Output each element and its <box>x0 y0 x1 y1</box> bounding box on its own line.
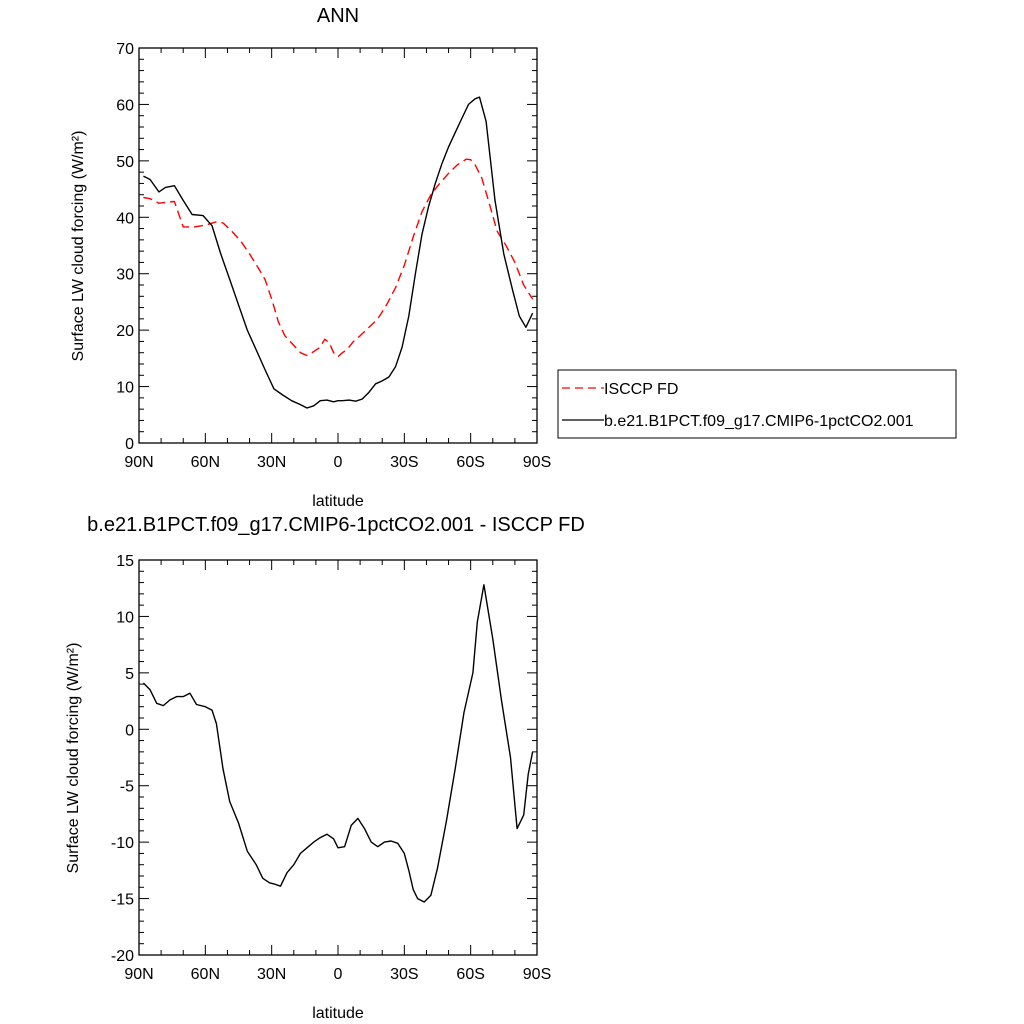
y-tick-label: 70 <box>116 41 134 58</box>
y-tick-label: 50 <box>116 154 134 171</box>
chart-title: b.e21.B1PCT.f09_g17.CMIP6-1pctCO2.001 - … <box>87 514 585 536</box>
y-tick-label: -20 <box>111 948 134 965</box>
legend-box <box>557 369 957 439</box>
x-tick-label: 30N <box>257 966 286 983</box>
y-tick-label: 15 <box>116 553 134 570</box>
series-line-b-e21-b1pct-f09-g17-cmip6-1pctco2-001 <box>143 96 534 409</box>
series-line-isccp-fd <box>143 158 534 358</box>
legend-label-isccp: ISCCP FD <box>604 381 678 398</box>
series-group <box>142 584 534 903</box>
legend: ISCCP FD b.e21.B1PCT.f09_g17.CMIP6-1pctC… <box>557 369 957 439</box>
top-chart: ANN 0 10 20 30 40 50 60 70 90N 60N 30N 0 30S 60S 90S l… <box>70 5 957 510</box>
y-tick-label: 5 <box>125 666 134 683</box>
x-tick-label: 90N <box>124 454 153 471</box>
bottom-chart: b.e21.B1PCT.f09_g17.CMIP6-1pctCO2.001 - … <box>65 514 585 1022</box>
tick-group: 0 10 20 30 40 50 60 70 90N 60N 30N 0 30S 60S 90S <box>116 41 551 471</box>
x-tick-label: 30S <box>390 454 418 471</box>
x-tick-label: 0 <box>334 966 343 983</box>
y-tick-label: 0 <box>125 722 134 739</box>
chart-title: ANN <box>317 5 359 27</box>
y-axis-label: Surface LW cloud forcing (W/m²) <box>70 131 87 362</box>
x-tick-label: 30S <box>390 966 418 983</box>
x-tick-label: 0 <box>334 454 343 471</box>
x-axis-label: latitude <box>312 1005 364 1022</box>
y-tick-label: 60 <box>116 97 134 114</box>
x-tick-label: 90N <box>124 966 153 983</box>
y-tick-label: -5 <box>120 779 134 796</box>
y-tick-label: 40 <box>116 210 134 227</box>
x-tick-label: 60S <box>456 966 484 983</box>
tick-group: -20 -15 -10 -5 0 5 10 15 90N 60N 30N 0 30S 60S 90S <box>111 553 551 983</box>
y-tick-label: 20 <box>116 323 134 340</box>
y-tick-label: -10 <box>111 835 134 852</box>
y-tick-label: 10 <box>116 380 134 397</box>
x-tick-label: 60S <box>456 454 484 471</box>
x-tick-label: 90S <box>523 966 551 983</box>
y-tick-label: 30 <box>116 267 134 284</box>
x-tick-label: 60N <box>191 966 220 983</box>
x-tick-label: 90S <box>523 454 551 471</box>
x-axis-label: latitude <box>312 493 364 510</box>
series-line-0 <box>142 584 534 903</box>
plot-frame <box>138 47 538 444</box>
y-tick-label: 10 <box>116 609 134 626</box>
y-tick-label: -15 <box>111 892 134 909</box>
legend-label-model: b.e21.B1PCT.f09_g17.CMIP6-1pctCO2.001 <box>604 413 914 430</box>
y-axis-label: Surface LW cloud forcing (W/m²) <box>65 643 82 874</box>
y-tick-label: 0 <box>125 436 134 453</box>
x-tick-label: 60N <box>191 454 220 471</box>
x-tick-label: 30N <box>257 454 286 471</box>
series-group <box>143 96 534 409</box>
